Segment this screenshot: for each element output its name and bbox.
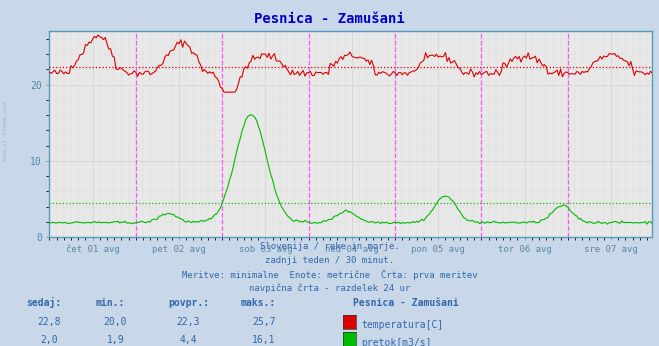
Text: Pesnica - Zamušani: Pesnica - Zamušani [254, 12, 405, 26]
Text: 22,3: 22,3 [176, 317, 200, 327]
Text: maks.:: maks.: [241, 298, 275, 308]
Text: Slovenija / reke in morje.: Slovenija / reke in morje. [260, 242, 399, 251]
Text: navpična črta - razdelek 24 ur: navpična črta - razdelek 24 ur [249, 284, 410, 293]
Text: 25,7: 25,7 [252, 317, 275, 327]
Text: sedaj:: sedaj: [26, 297, 61, 308]
Text: Pesnica - Zamušani: Pesnica - Zamušani [353, 298, 458, 308]
Text: povpr.:: povpr.: [168, 298, 209, 308]
Text: 2,0: 2,0 [41, 335, 58, 345]
Text: 22,8: 22,8 [38, 317, 61, 327]
Text: 20,0: 20,0 [103, 317, 127, 327]
Text: pretok[m3/s]: pretok[m3/s] [361, 338, 432, 346]
Text: min.:: min.: [96, 298, 125, 308]
Text: 4,4: 4,4 [179, 335, 196, 345]
Text: Meritve: minimalne  Enote: metrične  Črta: prva meritev: Meritve: minimalne Enote: metrične Črta:… [182, 270, 477, 280]
Text: 16,1: 16,1 [252, 335, 275, 345]
Text: 1,9: 1,9 [107, 335, 124, 345]
Text: zadnji teden / 30 minut.: zadnji teden / 30 minut. [265, 256, 394, 265]
Text: www.si-vreme.com: www.si-vreme.com [3, 101, 8, 162]
Text: temperatura[C]: temperatura[C] [361, 320, 444, 330]
